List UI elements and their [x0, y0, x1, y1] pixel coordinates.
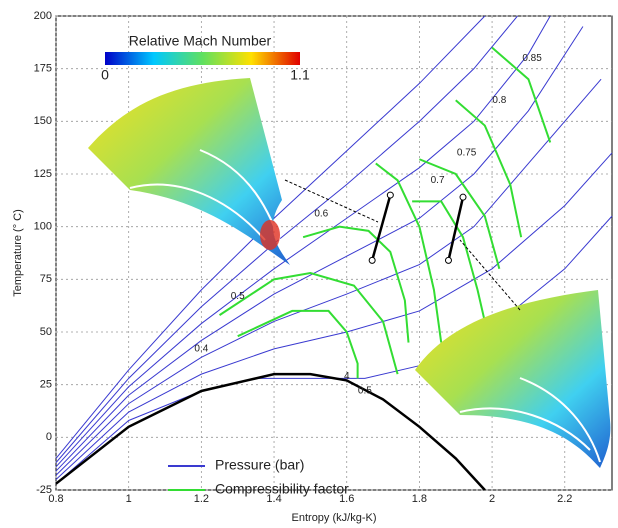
y-tick-label: 75: [40, 273, 52, 285]
x-tick-label: 1.6: [339, 493, 354, 505]
contour-label: 0.5: [231, 291, 245, 302]
colorbar-title: Relative Mach Number: [129, 33, 272, 49]
series-line: [491, 46, 552, 143]
series-line: [55, 215, 613, 485]
y-tick-label: -25: [36, 484, 52, 496]
y-axis-label: Temperature (° C): [12, 209, 24, 297]
legend-label: Compressibility factor: [215, 481, 349, 497]
x-tick-label: 2: [489, 493, 495, 505]
x-tick-label: 1.4: [266, 493, 281, 505]
y-tick-label: 150: [34, 115, 52, 127]
process-point: [459, 193, 467, 201]
contour-label: 0.7: [431, 175, 445, 186]
contour-label: 4: [344, 371, 350, 382]
series-line: [55, 15, 486, 459]
process-line: [370, 194, 392, 261]
inset-left: [88, 78, 290, 265]
contour-label: 0.75: [457, 148, 477, 159]
y-tick-label: 100: [34, 221, 52, 233]
contour-label: 0.85: [522, 53, 542, 64]
colorbar-tick: 0: [101, 67, 109, 83]
x-tick-label: 0.8: [48, 493, 63, 505]
x-tick-label: 1.8: [412, 493, 427, 505]
process-point: [386, 191, 394, 199]
series-line: [218, 271, 399, 375]
y-tick-label: 125: [34, 168, 52, 180]
series-line: [55, 26, 584, 472]
series-line: [55, 15, 551, 468]
arrows: [284, 179, 521, 311]
y-tick-label: 50: [40, 326, 52, 338]
colorbar: [105, 52, 300, 65]
legend-label: Pressure (bar): [215, 457, 304, 473]
x-tick-label: 1: [126, 493, 132, 505]
plot-area: 0.8 1 1.2 1.4 1.6 1.8 2 2.2 -25 0 25 50 75 100 125 150 1…: [34, 10, 613, 505]
y-tick-label: 200: [34, 10, 52, 22]
contour-label: 0.4: [194, 343, 208, 354]
contour-label: 0.5: [358, 386, 372, 397]
y-tick-label: 0: [46, 431, 52, 443]
saturation-dome: [55, 372, 486, 491]
series-line: [237, 309, 359, 379]
x-tick-label: 1.2: [194, 493, 209, 505]
contour-label: 0.6: [314, 209, 328, 220]
series-line: [302, 225, 410, 343]
series-line: [375, 162, 443, 343]
series-line: [412, 200, 486, 322]
inset-right: [415, 290, 611, 468]
process-line: [447, 196, 465, 261]
series-line: [419, 158, 501, 270]
y-tick-label: 175: [34, 63, 52, 75]
series-line: [55, 15, 518, 463]
colorbar-tick: 1.1: [290, 67, 310, 83]
process-point: [368, 256, 376, 264]
x-tick-label: 2.2: [557, 493, 572, 505]
x-axis-label: Entropy (kJ/kg-K): [292, 512, 377, 524]
contour-label: 0.8: [492, 95, 506, 106]
process-point: [444, 256, 452, 264]
series-line: [455, 99, 523, 238]
y-tick-label: 25: [40, 379, 52, 391]
